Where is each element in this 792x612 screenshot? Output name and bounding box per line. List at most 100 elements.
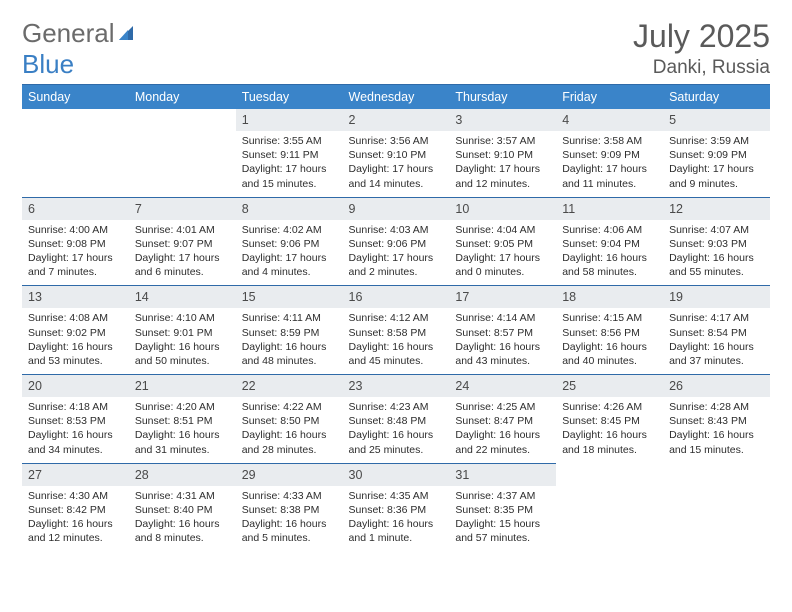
calendar-cell <box>556 463 663 551</box>
day-details: Sunrise: 4:14 AMSunset: 8:57 PMDaylight:… <box>449 308 556 374</box>
sunset-line: Sunset: 9:06 PM <box>349 238 427 250</box>
calendar-cell: 17Sunrise: 4:14 AMSunset: 8:57 PMDayligh… <box>449 286 556 375</box>
daylight-line: Daylight: 16 hours and 15 minutes. <box>669 429 754 455</box>
daylight-line: Daylight: 16 hours and 12 minutes. <box>28 518 113 544</box>
calendar-table: SundayMondayTuesdayWednesdayThursdayFrid… <box>22 85 770 551</box>
weekday-header: Wednesday <box>343 85 450 109</box>
daylight-line: Daylight: 17 hours and 0 minutes. <box>455 252 540 278</box>
sunset-line: Sunset: 9:05 PM <box>455 238 533 250</box>
sunset-line: Sunset: 8:57 PM <box>455 327 533 339</box>
sunrise-line: Sunrise: 4:20 AM <box>135 401 215 413</box>
day-number: 21 <box>129 375 236 397</box>
daylight-line: Daylight: 16 hours and 28 minutes. <box>242 429 327 455</box>
day-number: 12 <box>663 198 770 220</box>
weekday-header: Saturday <box>663 85 770 109</box>
calendar-cell: 30Sunrise: 4:35 AMSunset: 8:36 PMDayligh… <box>343 463 450 551</box>
sunrise-line: Sunrise: 4:14 AM <box>455 312 535 324</box>
day-details: Sunrise: 4:04 AM Sunset: 9:05 PM Daylight:… <box>449 220 556 286</box>
calendar-row: 27Sunrise: 4:30 AMSunset: 8:42 PMDayligh… <box>22 463 770 551</box>
sunset-line: Sunset: 8:43 PM <box>669 415 747 427</box>
weekday-header: Monday <box>129 85 236 109</box>
sunrise-line: Sunrise: 4:18 AM <box>28 401 108 413</box>
sunrise-line: Sunrise: 4:25 AM <box>455 401 535 413</box>
day-number: 5 <box>663 109 770 131</box>
sunset-line: Sunset: 8:50 PM <box>242 415 320 427</box>
calendar-cell <box>129 109 236 197</box>
calendar-cell: 25Sunrise: 4:26 AMSunset: 8:45 PMDayligh… <box>556 375 663 464</box>
sunset-line: Sunset: 8:35 PM <box>455 504 533 516</box>
daylight-line: Daylight: 15 hours and 57 minutes. <box>455 518 540 544</box>
brand-text-2: Blue <box>22 49 74 79</box>
day-number: 26 <box>663 375 770 397</box>
sunrise-line: Sunrise: 3:59 AM <box>669 135 749 147</box>
sunset-line: Sunset: 8:40 PM <box>135 504 213 516</box>
day-number: 13 <box>22 286 129 308</box>
day-number: 19 <box>663 286 770 308</box>
day-number: 7 <box>129 198 236 220</box>
day-number: 18 <box>556 286 663 308</box>
daylight-line: Daylight: 16 hours and 55 minutes. <box>669 252 754 278</box>
day-details: Sunrise: 3:55 AMSunset: 9:11 PMDaylight:… <box>236 131 343 197</box>
day-details: Sunrise: 4:03 AMSunset: 9:06 PMDaylight:… <box>343 220 450 286</box>
daylight-line: Daylight: 16 hours and 34 minutes. <box>28 429 113 455</box>
day-number: 8 <box>236 198 343 220</box>
day-number: 29 <box>236 464 343 486</box>
day-number: 30 <box>343 464 450 486</box>
sunrise-line: Sunrise: 4:15 AM <box>562 312 642 324</box>
sunrise-line: Sunrise: 4:33 AM <box>242 490 322 502</box>
sunset-line: Sunset: 9:10 PM <box>349 149 427 161</box>
weekday-header-row: SundayMondayTuesdayWednesdayThursdayFrid… <box>22 85 770 109</box>
calendar-cell: 27Sunrise: 4:30 AMSunset: 8:42 PMDayligh… <box>22 463 129 551</box>
page-header: General Blue July 2025 Danki, Russia <box>22 18 770 80</box>
brand-text: General Blue <box>22 18 137 80</box>
day-number: 6 <box>22 198 129 220</box>
calendar-cell: 13Sunrise: 4:08 AMSunset: 9:02 PMDayligh… <box>22 286 129 375</box>
daylight-line: Daylight: 16 hours and 22 minutes. <box>455 429 540 455</box>
sunrise-line: Sunrise: 4:22 AM <box>242 401 322 413</box>
daylight-line: Daylight: 16 hours and 45 minutes. <box>349 341 434 367</box>
day-number: 10 <box>449 198 556 220</box>
daylight-line: Daylight: 17 hours and 12 minutes. <box>455 163 540 189</box>
calendar-cell: 16Sunrise: 4:12 AMSunset: 8:58 PMDayligh… <box>343 286 450 375</box>
calendar-cell: 24Sunrise: 4:25 AMSunset: 8:47 PMDayligh… <box>449 375 556 464</box>
calendar-cell: 11Sunrise: 4:06 AMSunset: 9:04 PMDayligh… <box>556 197 663 286</box>
calendar-cell: 15Sunrise: 4:11 AMSunset: 8:59 PMDayligh… <box>236 286 343 375</box>
sunrise-line: Sunrise: 4:10 AM <box>135 312 215 324</box>
day-number: 25 <box>556 375 663 397</box>
calendar-cell: 26 Sunrise: 4:28 AM Sunset: 8:43 PM Dayligh… <box>663 375 770 464</box>
sunset-line: Sunset: 9:10 PM <box>455 149 533 161</box>
day-number: 4 <box>556 109 663 131</box>
calendar-cell: 6Sunrise: 4:00 AMSunset: 9:08 PMDaylight… <box>22 197 129 286</box>
calendar-cell: 18Sunrise: 4:15 AMSunset: 8:56 PMDayligh… <box>556 286 663 375</box>
weekday-header: Thursday <box>449 85 556 109</box>
day-number: 27 <box>22 464 129 486</box>
day-number: 24 <box>449 375 556 397</box>
sunset-line: Sunset: 9:09 PM <box>562 149 640 161</box>
calendar-cell: 9Sunrise: 4:03 AMSunset: 9:06 PMDaylight… <box>343 197 450 286</box>
day-details: Sunrise: 4:11 AMSunset: 8:59 PMDaylight:… <box>236 308 343 374</box>
daylight-line: Daylight: 16 hours and 5 minutes. <box>242 518 327 544</box>
sunrise-line: Sunrise: 4:00 AM <box>28 224 108 236</box>
calendar-cell: 28Sunrise: 4:31 AMSunset: 8:40 PMDayligh… <box>129 463 236 551</box>
sunset-line: Sunset: 9:11 PM <box>242 149 319 161</box>
brand-sail-icon <box>117 18 137 49</box>
day-details: Sunrise: 4:28 AM Sunset: 8:43 PM Daylight:… <box>663 397 770 463</box>
brand-logo: General Blue <box>22 18 137 80</box>
sunrise-line: Sunrise: 4:04 AM <box>455 224 535 236</box>
sunrise-line: Sunrise: 3:57 AM <box>455 135 535 147</box>
daylight-line: Daylight: 16 hours and 31 minutes. <box>135 429 220 455</box>
location-text: Danki, Russia <box>633 57 770 79</box>
sunrise-line: Sunrise: 3:56 AM <box>349 135 429 147</box>
weekday-header: Friday <box>556 85 663 109</box>
day-number: 1 <box>236 109 343 131</box>
sunrise-line: Sunrise: 4:12 AM <box>349 312 429 324</box>
sunset-line: Sunset: 9:08 PM <box>28 238 106 250</box>
day-number: 11 <box>556 198 663 220</box>
sunset-line: Sunset: 8:56 PM <box>562 327 640 339</box>
sunset-line: Sunset: 8:38 PM <box>242 504 320 516</box>
sunrise-line: Sunrise: 4:28 AM <box>669 401 749 413</box>
calendar-cell: 14Sunrise: 4:10 AMSunset: 9:01 PMDayligh… <box>129 286 236 375</box>
month-title: July 2025 <box>633 18 770 55</box>
calendar-cell: 31Sunrise: 4:37 AMSunset: 8:35 PMDayligh… <box>449 463 556 551</box>
calendar-cell: 5Sunrise: 3:59 AMSunset: 9:09 PMDaylight… <box>663 109 770 197</box>
